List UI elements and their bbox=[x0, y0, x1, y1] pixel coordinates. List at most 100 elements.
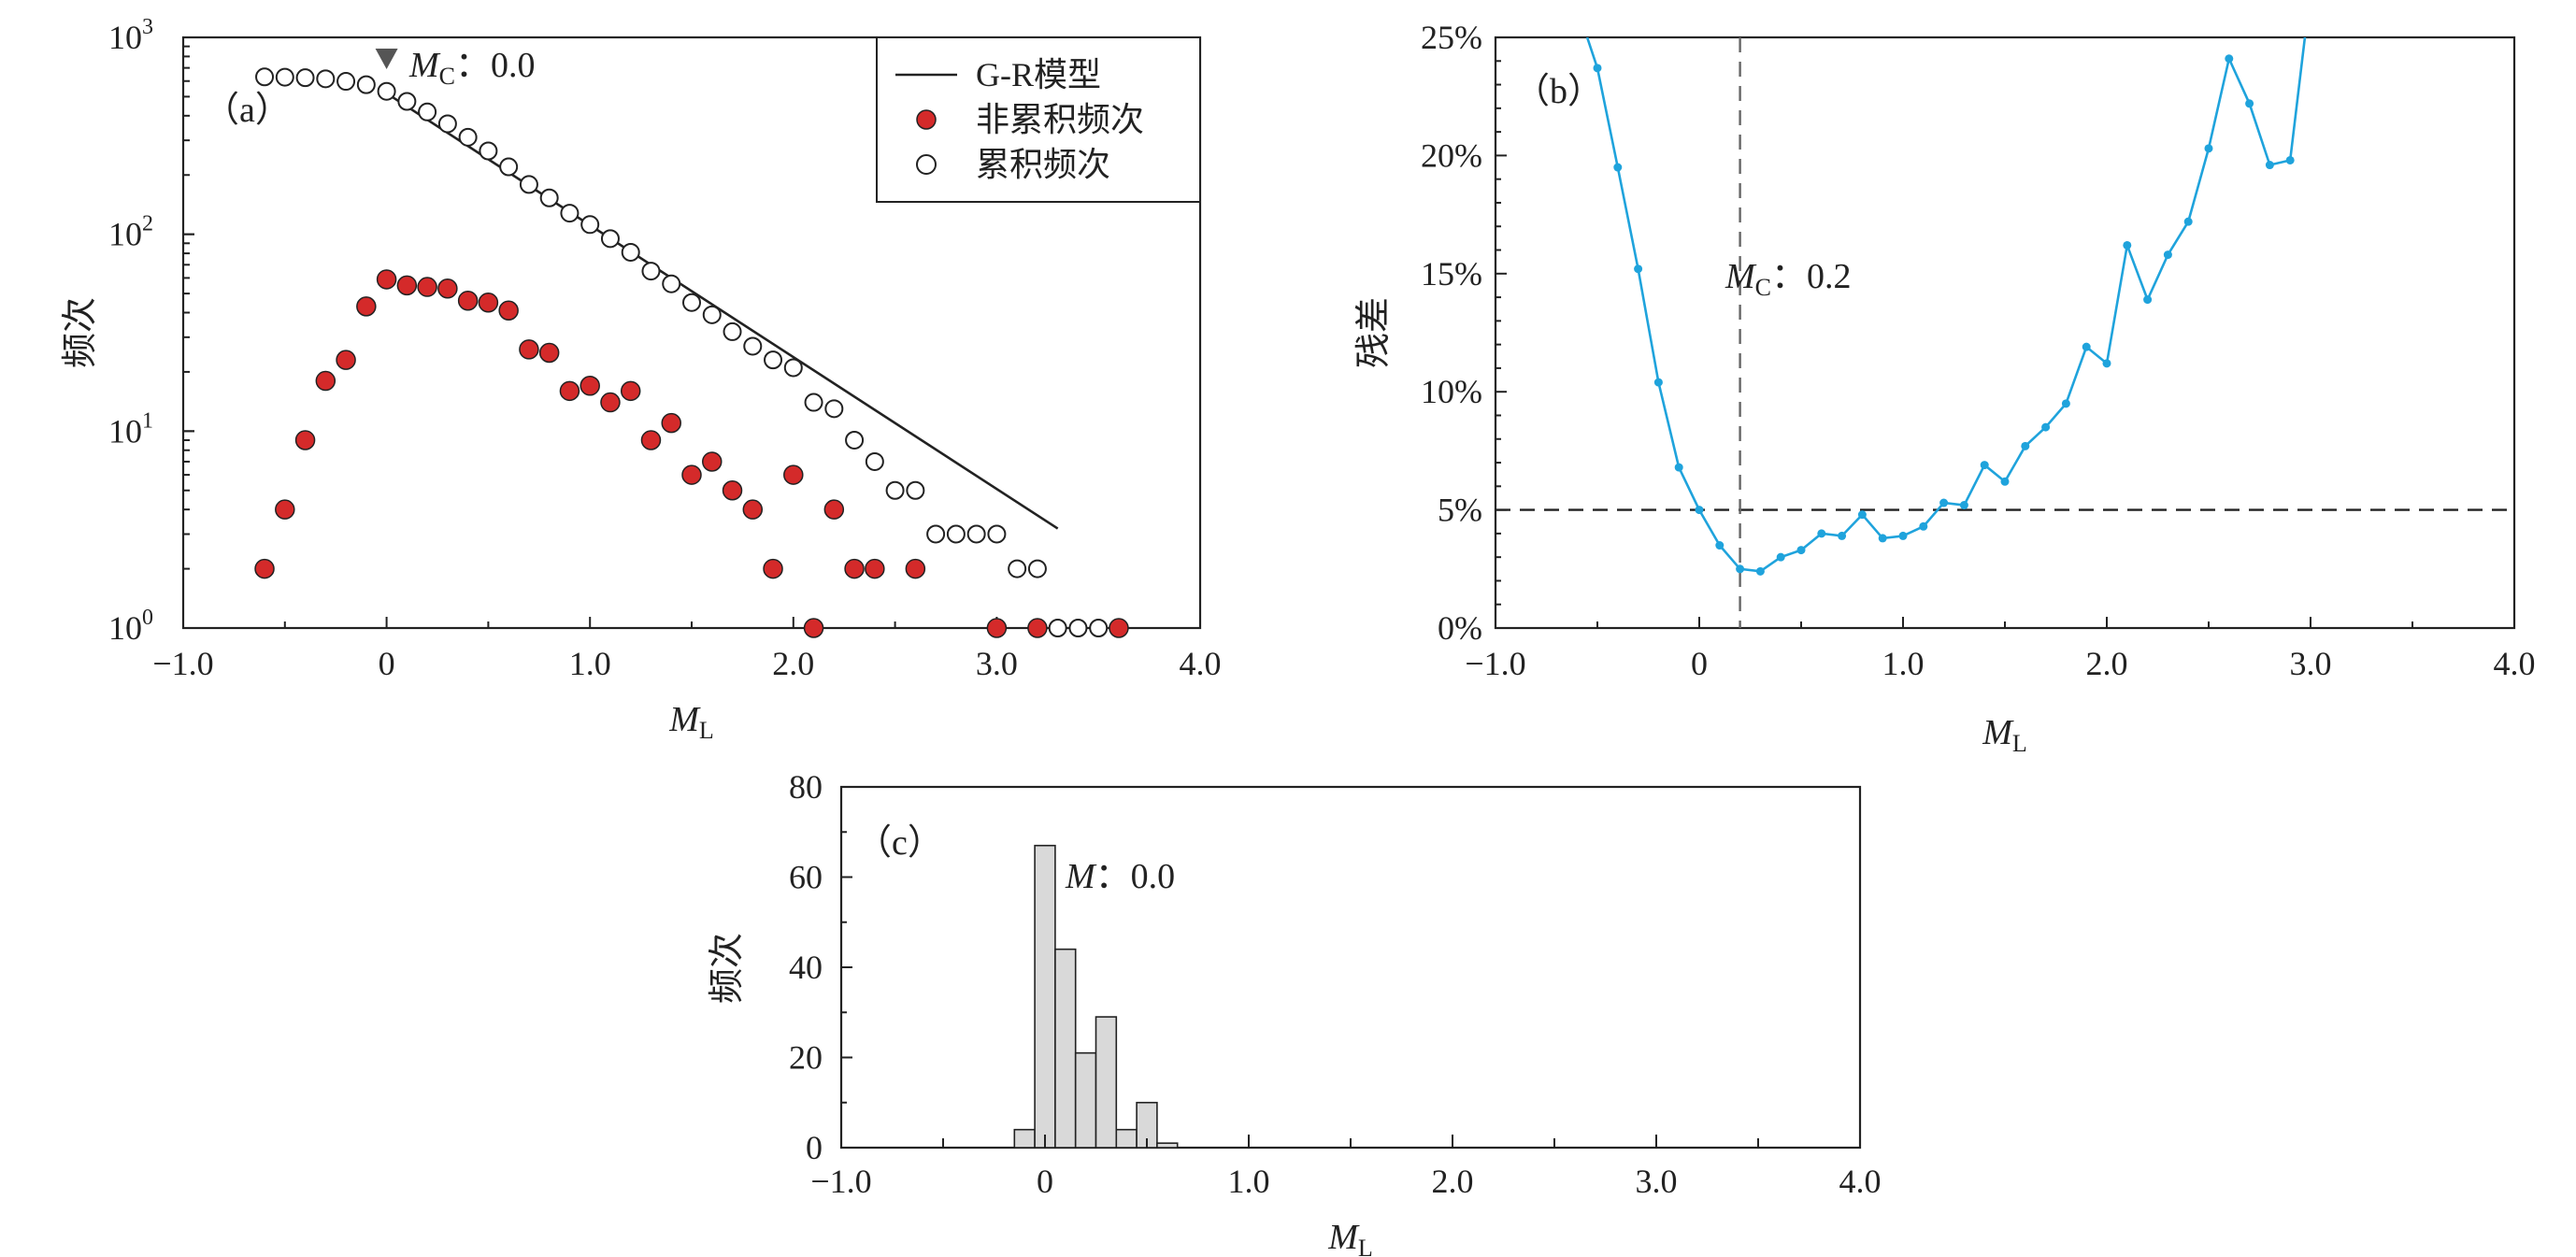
residual-point bbox=[2183, 217, 2193, 226]
chart-c-bars bbox=[1013, 844, 1179, 1149]
cumulative-point bbox=[743, 336, 763, 356]
y-tick-label: 5% bbox=[1438, 492, 1482, 529]
chart-a-mc-annotation: MC：0.0 bbox=[375, 46, 536, 90]
noncumulative-point bbox=[519, 339, 539, 360]
histogram-bar bbox=[1013, 1128, 1036, 1149]
chart-a-gr-line bbox=[385, 92, 1059, 530]
chart-a-mc-subscript: C bbox=[439, 63, 455, 90]
cumulative-point bbox=[987, 524, 1007, 544]
residual-point bbox=[1857, 510, 1867, 520]
chart-a-legend: G-R模型 非累积频次 累积频次 bbox=[876, 36, 1201, 203]
noncumulative-point bbox=[315, 370, 336, 392]
chart-a: 100 101 102 103 −1.0 0 1.0 2.0 3.0 4.0 （a） MC：0.… bbox=[61, 15, 1222, 744]
cumulative-point bbox=[723, 321, 742, 341]
histogram-bar bbox=[1095, 1016, 1118, 1149]
chart-a-mc-value: ：0.0 bbox=[455, 46, 536, 85]
noncumulative-point bbox=[783, 464, 804, 485]
y-tick-label: 100 bbox=[108, 606, 153, 647]
histogram-bar bbox=[1034, 844, 1056, 1149]
legend-filled-circle-icon bbox=[916, 109, 937, 130]
chart-c-ticks bbox=[840, 786, 1861, 1149]
y-tick-label: 10% bbox=[1421, 373, 1482, 410]
residual-point bbox=[2082, 342, 2091, 351]
chart-c-m-annotation: M：0.0 bbox=[1065, 857, 1175, 896]
cumulative-point bbox=[702, 305, 722, 324]
chart-a-mc-symbol: M bbox=[408, 46, 441, 85]
noncumulative-point bbox=[396, 275, 418, 296]
cumulative-point bbox=[1027, 559, 1047, 579]
residual-point bbox=[1878, 534, 1887, 543]
noncumulative-point bbox=[254, 558, 275, 579]
noncumulative-point bbox=[356, 296, 377, 317]
chart-c-plot-frame bbox=[839, 785, 1862, 1150]
cumulative-point bbox=[1089, 619, 1109, 637]
cumulative-point bbox=[966, 524, 986, 544]
cumulative-point bbox=[437, 114, 457, 134]
y-tick-label: 101 bbox=[108, 408, 153, 450]
cumulative-point bbox=[783, 358, 803, 378]
x-tick-label: 4.0 bbox=[2494, 645, 2536, 682]
chart-b-y-axis-label: 残差 bbox=[1354, 297, 1394, 368]
cumulative-point bbox=[600, 229, 620, 249]
chart-b-panel-label: （b） bbox=[1514, 72, 1603, 111]
x-tick-label: 3.0 bbox=[976, 645, 1018, 682]
x-tick-label: 2.0 bbox=[1432, 1163, 1474, 1200]
noncumulative-point bbox=[538, 342, 560, 364]
residual-point bbox=[1776, 552, 1785, 562]
legend-open-circle-icon bbox=[916, 154, 937, 175]
residual-point bbox=[2041, 422, 2051, 432]
cumulative-point bbox=[845, 430, 865, 450]
noncumulative-point bbox=[844, 558, 865, 579]
chart-c-y-tick-labels: 0 20 40 60 80 bbox=[789, 768, 823, 1166]
noncumulative-point bbox=[559, 380, 580, 402]
noncumulative-point bbox=[580, 376, 600, 396]
cumulative-point bbox=[560, 204, 580, 223]
noncumulative-point bbox=[620, 380, 641, 402]
cumulative-point bbox=[316, 69, 336, 89]
residual-point bbox=[1939, 498, 1949, 507]
noncumulative-point bbox=[376, 269, 397, 290]
cumulative-point bbox=[682, 293, 701, 312]
cumulative-point bbox=[418, 102, 437, 121]
cumulative-point bbox=[824, 399, 844, 419]
residual-point bbox=[1715, 541, 1724, 550]
residual-point bbox=[1695, 506, 1704, 515]
cumulative-point bbox=[804, 393, 823, 412]
x-tick-label: 1.0 bbox=[1882, 645, 1925, 682]
cumulative-point bbox=[621, 242, 640, 262]
cumulative-point bbox=[1008, 559, 1027, 579]
noncumulative-point bbox=[1027, 618, 1048, 638]
cumulative-point bbox=[479, 141, 498, 161]
chart-b-x-axis-label: ML bbox=[1982, 713, 2027, 757]
cumulative-point bbox=[295, 68, 315, 88]
cumulative-point bbox=[1048, 619, 1067, 637]
residual-point bbox=[1959, 501, 1968, 510]
chart-a-y-tick-labels: 100 101 102 103 bbox=[108, 15, 153, 647]
cumulative-point bbox=[865, 451, 884, 471]
chart-a-x-tick-labels: −1.0 0 1.0 2.0 3.0 4.0 bbox=[152, 645, 1221, 682]
chart-b-plot-frame bbox=[1494, 36, 2516, 630]
noncumulative-point bbox=[823, 499, 845, 520]
x-tick-label: 0 bbox=[1037, 1163, 1053, 1200]
cumulative-point bbox=[580, 215, 600, 235]
cumulative-point bbox=[499, 157, 519, 177]
residual-point bbox=[2123, 240, 2132, 250]
gr-model-line bbox=[385, 92, 1059, 530]
residual-point bbox=[1674, 463, 1683, 472]
noncumulative-point bbox=[640, 430, 662, 450]
chart-a-mc-marker-icon bbox=[375, 49, 398, 69]
noncumulative-point bbox=[722, 480, 743, 501]
y-tick-label: 20 bbox=[789, 1039, 823, 1077]
noncumulative-point bbox=[1109, 618, 1129, 638]
histogram-bar bbox=[1074, 1051, 1097, 1149]
cumulative-point bbox=[662, 274, 681, 293]
noncumulative-point bbox=[763, 558, 783, 579]
y-tick-label: 25% bbox=[1421, 19, 1482, 56]
cumulative-point bbox=[539, 188, 559, 207]
y-tick-label: 15% bbox=[1421, 255, 1482, 293]
chart-a-cumulative-series bbox=[255, 67, 1128, 637]
cumulative-point bbox=[926, 524, 946, 544]
noncumulative-point bbox=[661, 412, 681, 434]
residual-point bbox=[1838, 531, 1847, 540]
